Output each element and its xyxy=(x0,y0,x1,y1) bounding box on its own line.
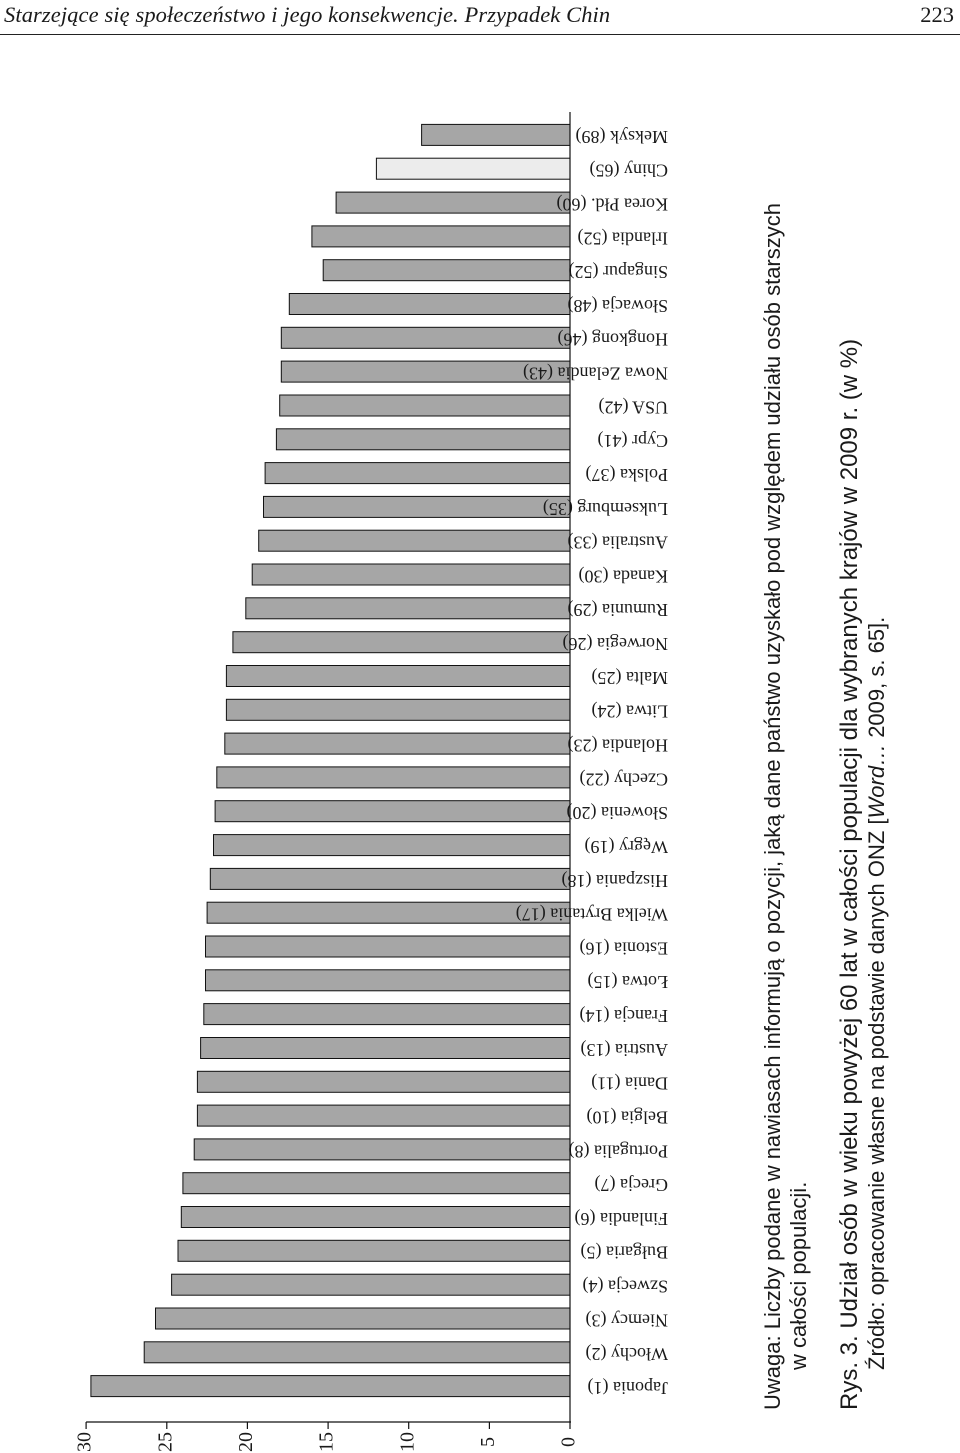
tick-label: 0 xyxy=(558,1437,580,1447)
category-label: Estonia (16) xyxy=(580,937,668,958)
category-label: Norwegia (26) xyxy=(563,633,668,654)
category-label: USA (42) xyxy=(598,396,668,417)
category-label: Niemcy (3) xyxy=(586,1309,668,1330)
note-line-2: w całości populacji. xyxy=(786,1181,811,1370)
bar-czechy xyxy=(216,766,571,789)
tick-label: 10 xyxy=(396,1432,418,1452)
bar-hongkong xyxy=(280,326,571,349)
category-label: Hiszpania (18) xyxy=(562,870,668,891)
category-label: Węgry (19) xyxy=(585,836,668,857)
category-label: Rumunia (29) xyxy=(568,599,669,620)
bar-niemcy xyxy=(155,1307,571,1330)
bar-litwa xyxy=(225,698,571,721)
source-suffix: 2009, s. 65]. xyxy=(864,616,889,744)
figure-caption-block: Uwaga: Liczby podane w nawiasach informu… xyxy=(760,130,960,1410)
category-label: Chiny (65) xyxy=(589,160,668,181)
tick-label: 30 xyxy=(74,1432,96,1452)
bar-japonia xyxy=(90,1375,571,1398)
category-label: Luksemburg (35) xyxy=(543,498,668,519)
category-label: Litwa (24) xyxy=(592,701,668,722)
running-header: Starzejące się społeczeństwo i jego kons… xyxy=(0,0,960,35)
bar-francja xyxy=(203,1003,571,1026)
figure-source: Źródło: opracowanie własne na podstawie … xyxy=(864,617,890,1370)
tick-label: 25 xyxy=(154,1432,176,1452)
category-label: Czechy (22) xyxy=(580,768,668,789)
category-label: Australia (33) xyxy=(568,532,668,553)
category-label: Nowa Zelandia (43) xyxy=(523,362,668,383)
bar-grecja xyxy=(182,1172,571,1195)
bar-belgia xyxy=(196,1104,571,1127)
bar-austria xyxy=(200,1037,571,1059)
category-label: Bułgaria (5) xyxy=(581,1242,668,1263)
category-label: Włochy (2) xyxy=(586,1343,668,1364)
bar-luksemburg xyxy=(263,495,571,518)
tick-label: 5 xyxy=(477,1437,499,1447)
bar-polska xyxy=(264,462,571,485)
bar-estonia xyxy=(205,935,571,958)
bar-łotwa xyxy=(205,969,571,992)
source-prefix: Źródło: opracowanie własne na podstawie … xyxy=(864,818,889,1370)
category-label: Japonia (1) xyxy=(588,1377,668,1398)
page-number: 223 xyxy=(920,2,954,27)
running-header-title: Starzejące się społeczeństwo i jego kons… xyxy=(4,2,611,27)
bar-irlandia xyxy=(311,225,571,248)
bar-rumunia xyxy=(245,597,571,620)
category-label: Wielka Brytania (17) xyxy=(516,904,668,925)
source-italic: Word… xyxy=(864,743,889,819)
bar-korea-płd- xyxy=(335,191,571,214)
bar-cypr xyxy=(275,428,571,451)
bar-bułgaria xyxy=(177,1239,571,1262)
category-label: Portugalia (8) xyxy=(569,1140,668,1161)
category-label: Finlandia (6) xyxy=(575,1208,668,1229)
category-label: Singapur (52) xyxy=(569,261,668,282)
tick-label: 20 xyxy=(235,1432,257,1452)
bar-słowenia xyxy=(214,800,571,823)
bar-włochy xyxy=(143,1341,571,1364)
category-label: Irlandia (52) xyxy=(578,227,668,248)
bar-kanada xyxy=(251,563,571,586)
bar-holandia xyxy=(224,732,571,755)
category-label: Malta (25) xyxy=(592,667,668,688)
category-label: Austria (13) xyxy=(581,1039,668,1060)
bar-finlandia xyxy=(180,1206,571,1228)
bar-australia xyxy=(258,529,571,552)
bar-usa xyxy=(279,394,571,417)
category-label: Korea Płd. (60) xyxy=(557,193,668,214)
bar-dania xyxy=(196,1070,571,1093)
figure-title: Rys. 3. Udział osób w wieku powyżej 60 l… xyxy=(836,338,863,1410)
category-label: Słowacja (48) xyxy=(568,295,668,316)
category-label: Szwecja (4) xyxy=(583,1275,668,1296)
bar-szwecja xyxy=(171,1273,571,1296)
bar-portugalia xyxy=(193,1138,571,1161)
category-label: Francja (14) xyxy=(580,1005,668,1026)
category-label: Belgia (10) xyxy=(587,1106,668,1127)
category-label: Dania (11) xyxy=(591,1073,668,1094)
bar-meksyk xyxy=(421,123,571,146)
category-label: Grecja (7) xyxy=(595,1174,668,1195)
bar-singapur xyxy=(322,259,571,282)
bar-malta xyxy=(225,665,571,687)
bar-hiszpania xyxy=(209,867,571,890)
category-label: Kanada (30) xyxy=(579,565,668,586)
category-label: Polska (37) xyxy=(586,464,669,485)
tick-label: 15 xyxy=(316,1432,338,1452)
category-label: Słowenia (20) xyxy=(567,802,668,823)
bar-wielka-brytania xyxy=(206,901,571,924)
category-label: Hongkong (46) xyxy=(558,329,669,350)
category-label: Holandia (23) xyxy=(568,734,668,755)
bar-norwegia xyxy=(232,631,571,654)
bar-słowacja xyxy=(288,293,571,315)
bar-chiny xyxy=(375,157,571,180)
category-label: Cypr (41) xyxy=(598,430,669,451)
note-line-1: Uwaga: Liczby podane w nawiasach informu… xyxy=(760,203,785,1410)
category-label: Meksyk (89) xyxy=(576,126,669,147)
category-label: Łotwa (15) xyxy=(588,971,668,992)
bar-węgry xyxy=(213,834,571,857)
